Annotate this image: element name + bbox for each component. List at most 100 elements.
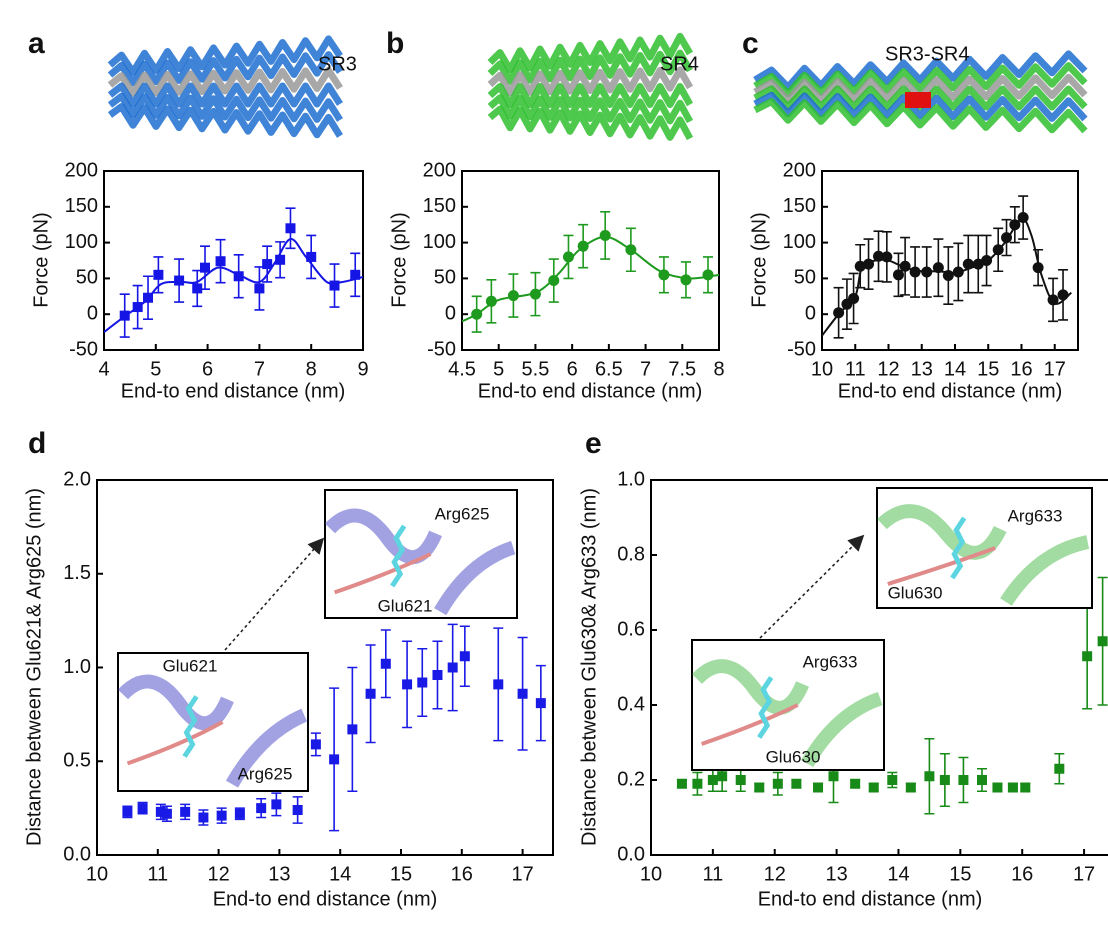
data-point (707, 775, 718, 785)
x-tick-label: 16 (1011, 863, 1033, 885)
x-tick-label: 15 (390, 863, 412, 885)
inset-helix (225, 708, 308, 788)
data-point (924, 771, 935, 782)
data-point (234, 808, 245, 819)
y-tick-label: 0 (445, 302, 456, 324)
data-point (958, 775, 969, 785)
data-point (873, 250, 885, 262)
data-point (676, 778, 687, 789)
plot-frame (821, 170, 1079, 351)
data-point (854, 260, 866, 272)
data-point (329, 754, 340, 765)
data-point (365, 688, 376, 699)
inset-loop (126, 720, 224, 766)
data-point (942, 270, 954, 282)
inset-helix (324, 508, 443, 565)
x-axis-label: End-to end distance (nm) (121, 380, 346, 402)
inset-helix (117, 674, 234, 731)
data-point (577, 240, 589, 252)
inset-loop (700, 703, 799, 746)
x-axis-label: End-to end distance (nm) (838, 380, 1063, 402)
x-tick-label: 14 (944, 358, 966, 380)
data-point (1097, 636, 1108, 647)
data-point (892, 269, 904, 281)
x-axis-label: End-to end distance (nm) (213, 888, 438, 910)
data-point (215, 256, 226, 267)
inset-label: Glu621 (378, 596, 433, 615)
data-point (1057, 289, 1069, 301)
data-point (132, 302, 143, 313)
y-tick-label: 0 (805, 302, 816, 324)
x-tick-label: 7 (254, 358, 265, 380)
data-point (863, 258, 875, 270)
data-point (1082, 651, 1093, 662)
protein-structure (107, 103, 343, 139)
data-point (1047, 294, 1059, 306)
data-point (122, 806, 133, 817)
data-point (402, 679, 413, 690)
data-point (137, 803, 148, 814)
x-tick-label: 16 (451, 863, 473, 885)
data-point (680, 274, 692, 286)
data-point (119, 310, 130, 321)
x-tick-label: 11 (147, 863, 168, 885)
plot-frame (650, 479, 1108, 856)
x-tick-label: 13 (911, 358, 933, 380)
x-tick-label: 8 (306, 358, 317, 380)
inset-label: Arg633 (803, 652, 858, 671)
x-tick-label: 7.5 (668, 358, 696, 380)
data-point (517, 688, 528, 699)
data-point (143, 292, 154, 303)
inset-residue (182, 695, 199, 758)
data-point (981, 255, 993, 266)
data-point (881, 251, 893, 263)
plot-frame (461, 170, 720, 351)
structure-label: SR3-SR4 (885, 43, 969, 65)
protein-structure (753, 98, 1088, 134)
data-point (285, 223, 296, 234)
inset-label: Arg625 (238, 764, 293, 783)
y-tick-label: 50 (794, 267, 816, 289)
protein-structure (107, 92, 343, 123)
inset-label: Glu630 (888, 583, 943, 602)
data-point (868, 782, 879, 793)
data-point (905, 782, 916, 793)
data-point (932, 262, 944, 274)
y-tick-label: -50 (787, 338, 816, 360)
inset-label: Glu621 (163, 656, 218, 675)
x-tick-label: 16 (1010, 358, 1032, 380)
inset-label: Arg625 (435, 504, 490, 523)
data-point (562, 251, 574, 263)
data-point (992, 782, 1003, 793)
data-point (180, 806, 191, 817)
data-point (192, 283, 203, 294)
data-point (952, 266, 964, 278)
data-point (833, 307, 845, 319)
data-point (350, 269, 361, 280)
data-point (174, 275, 185, 286)
data-point (529, 288, 541, 300)
protein-structure (487, 94, 694, 125)
data-point (848, 292, 860, 304)
data-point (262, 259, 273, 270)
data-point (899, 260, 911, 272)
x-tick-label: 10 (640, 863, 662, 885)
x-tick-label: 12 (877, 358, 899, 380)
data-point (292, 805, 303, 815)
y-tick-label: 0.0 (617, 843, 645, 865)
inset-helix (691, 659, 810, 715)
plot-frame (103, 170, 364, 351)
protein-structure (487, 66, 694, 97)
data-point (254, 283, 265, 294)
data-point (275, 254, 286, 265)
data-point (692, 778, 703, 789)
data-point (909, 266, 921, 278)
x-tick-label: 6 (567, 358, 578, 380)
y-axis-label: Force (pN) (388, 212, 410, 308)
fit-line (462, 235, 719, 323)
y-tick-label: -50 (427, 338, 456, 360)
x-tick-label: 5 (493, 358, 504, 380)
data-point (216, 810, 227, 821)
inset-helix (1000, 535, 1090, 606)
